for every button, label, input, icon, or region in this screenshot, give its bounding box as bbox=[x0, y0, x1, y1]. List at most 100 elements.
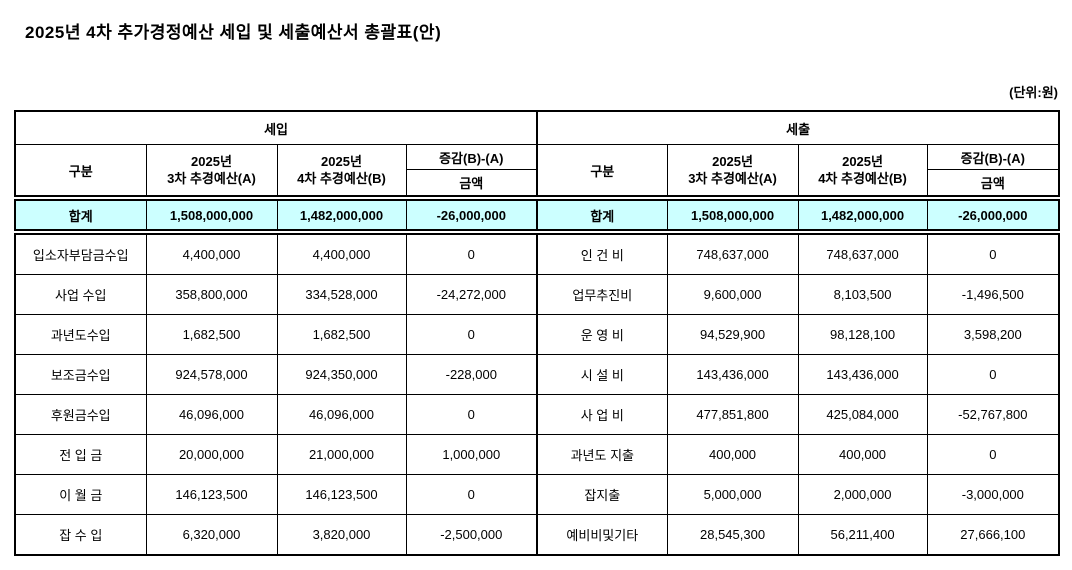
rev-row-b: 21,000,000 bbox=[276, 434, 407, 475]
exp-row-label: 운 영 비 bbox=[536, 314, 668, 355]
column-header-row: 구분 2025년 3차 추경예산(A) 2025년 4차 추경예산(B) 증감(… bbox=[14, 144, 1060, 199]
exp-row-label: 과년도 지출 bbox=[536, 434, 668, 475]
exp-row-a: 5,000,000 bbox=[666, 474, 799, 515]
exp-col-header-diff: 증감(B)-(A) bbox=[926, 144, 1060, 170]
rev-row-label: 과년도수입 bbox=[14, 314, 147, 355]
rev-row-a: 358,800,000 bbox=[145, 274, 278, 315]
rev-row-diff: 0 bbox=[405, 474, 538, 515]
rev-row-b: 924,350,000 bbox=[276, 354, 407, 395]
rev-row-diff: 0 bbox=[405, 231, 538, 275]
exp-row-label: 잡지출 bbox=[536, 474, 668, 515]
rev-row-diff: -228,000 bbox=[405, 354, 538, 395]
exp-row-a: 28,545,300 bbox=[666, 514, 799, 556]
exp-budget-b-line1: 2025년 bbox=[842, 154, 883, 169]
exp-row-diff: 0 bbox=[926, 354, 1060, 395]
exp-row-diff: 3,598,200 bbox=[926, 314, 1060, 355]
exp-col-header-budget-a: 2025년 3차 추경예산(A) bbox=[666, 144, 799, 199]
rev-row-label: 사업 수입 bbox=[14, 274, 147, 315]
exp-row-label: 사 업 비 bbox=[536, 394, 668, 435]
rev-total-diff: -26,000,000 bbox=[405, 195, 538, 235]
exp-row-label: 인 건 비 bbox=[536, 231, 668, 275]
exp-row-diff: -52,767,800 bbox=[926, 394, 1060, 435]
rev-row-diff: -24,272,000 bbox=[405, 274, 538, 315]
rev-col-header-diff: 증감(B)-(A) bbox=[405, 144, 538, 170]
rev-row-a: 1,682,500 bbox=[145, 314, 278, 355]
rev-row-a: 20,000,000 bbox=[145, 434, 278, 475]
exp-row-diff: 0 bbox=[926, 434, 1060, 475]
page-title: 2025년 4차 추가경정예산 세입 및 세출예산서 총괄표(안) bbox=[25, 23, 442, 42]
exp-row-diff: -1,496,500 bbox=[926, 274, 1060, 315]
rev-row-a: 46,096,000 bbox=[145, 394, 278, 435]
exp-row-a: 400,000 bbox=[666, 434, 799, 475]
exp-row-b: 98,128,100 bbox=[797, 314, 928, 355]
exp-total-diff: -26,000,000 bbox=[926, 195, 1060, 235]
table-row: 과년도수입 1,682,500 1,682,500 0 운 영 비 94,529… bbox=[14, 314, 1060, 355]
budget-summary-table: 세입 세출 구분 2025년 3차 추경예산(A) 2025년 4차 추경예산(… bbox=[14, 110, 1061, 556]
exp-row-b: 143,436,000 bbox=[797, 354, 928, 395]
exp-budget-a-line2: 3차 추경예산(A) bbox=[688, 171, 777, 186]
section-header-revenue: 세입 bbox=[14, 110, 538, 145]
exp-total-b: 1,482,000,000 bbox=[797, 195, 928, 235]
rev-row-b: 4,400,000 bbox=[276, 231, 407, 275]
rev-row-diff: 0 bbox=[405, 314, 538, 355]
table-row: 입소자부담금수입 4,400,000 4,400,000 0 인 건 비 748… bbox=[14, 231, 1060, 275]
rev-budget-a-line2: 3차 추경예산(A) bbox=[167, 171, 256, 186]
rev-col-header-amount: 금액 bbox=[405, 169, 538, 199]
exp-budget-a-line1: 2025년 bbox=[712, 154, 753, 169]
rev-col-header-budget-a: 2025년 3차 추경예산(A) bbox=[145, 144, 278, 199]
rev-budget-b-line1: 2025년 bbox=[321, 154, 362, 169]
exp-row-b: 425,084,000 bbox=[797, 394, 928, 435]
exp-budget-b-line2: 4차 추경예산(B) bbox=[818, 171, 907, 186]
rev-budget-a-line1: 2025년 bbox=[191, 154, 232, 169]
exp-row-b: 748,637,000 bbox=[797, 231, 928, 275]
rev-row-diff: 0 bbox=[405, 394, 538, 435]
rev-col-header-category: 구분 bbox=[14, 144, 147, 199]
exp-row-diff: -3,000,000 bbox=[926, 474, 1060, 515]
rev-row-a: 6,320,000 bbox=[145, 514, 278, 556]
unit-label: (단위:원) bbox=[1009, 85, 1058, 100]
exp-row-label: 시 설 비 bbox=[536, 354, 668, 395]
rev-row-b: 146,123,500 bbox=[276, 474, 407, 515]
table-row: 잡 수 입 6,320,000 3,820,000 -2,500,000 예비비… bbox=[14, 514, 1060, 556]
exp-row-label: 예비비및기타 bbox=[536, 514, 668, 556]
rev-row-diff: -2,500,000 bbox=[405, 514, 538, 556]
exp-total-label: 합계 bbox=[536, 195, 668, 235]
table-row: 보조금수입 924,578,000 924,350,000 -228,000 시… bbox=[14, 354, 1060, 395]
rev-row-label: 후원금수입 bbox=[14, 394, 147, 435]
rev-row-a: 4,400,000 bbox=[145, 231, 278, 275]
rev-budget-b-line2: 4차 추경예산(B) bbox=[297, 171, 386, 186]
exp-col-header-category: 구분 bbox=[536, 144, 668, 199]
exp-row-a: 94,529,900 bbox=[666, 314, 799, 355]
exp-row-a: 748,637,000 bbox=[666, 231, 799, 275]
exp-row-label: 업무추진비 bbox=[536, 274, 668, 315]
section-title-row: 세입 세출 bbox=[14, 110, 1060, 145]
exp-row-b: 400,000 bbox=[797, 434, 928, 475]
exp-row-diff: 27,666,100 bbox=[926, 514, 1060, 556]
rev-row-b: 334,528,000 bbox=[276, 274, 407, 315]
rev-col-header-budget-b: 2025년 4차 추경예산(B) bbox=[276, 144, 407, 199]
exp-col-header-amount: 금액 bbox=[926, 169, 1060, 199]
exp-row-diff: 0 bbox=[926, 231, 1060, 275]
exp-row-b: 2,000,000 bbox=[797, 474, 928, 515]
rev-row-label: 전 입 금 bbox=[14, 434, 147, 475]
rev-row-label: 입소자부담금수입 bbox=[14, 231, 147, 275]
section-header-expenditure: 세출 bbox=[536, 110, 1060, 145]
rev-row-label: 이 월 금 bbox=[14, 474, 147, 515]
exp-row-a: 477,851,800 bbox=[666, 394, 799, 435]
table-row: 사업 수입 358,800,000 334,528,000 -24,272,00… bbox=[14, 274, 1060, 315]
rev-total-a: 1,508,000,000 bbox=[145, 195, 278, 235]
exp-row-b: 56,211,400 bbox=[797, 514, 928, 556]
exp-row-a: 9,600,000 bbox=[666, 274, 799, 315]
rev-total-label: 합계 bbox=[14, 195, 147, 235]
rev-row-b: 46,096,000 bbox=[276, 394, 407, 435]
rev-row-label: 잡 수 입 bbox=[14, 514, 147, 556]
rev-row-b: 3,820,000 bbox=[276, 514, 407, 556]
rev-row-b: 1,682,500 bbox=[276, 314, 407, 355]
rev-row-label: 보조금수입 bbox=[14, 354, 147, 395]
rev-row-a: 924,578,000 bbox=[145, 354, 278, 395]
exp-col-header-budget-b: 2025년 4차 추경예산(B) bbox=[797, 144, 928, 199]
table-row: 이 월 금 146,123,500 146,123,500 0 잡지출 5,00… bbox=[14, 474, 1060, 515]
total-row: 합계 1,508,000,000 1,482,000,000 -26,000,0… bbox=[14, 195, 1060, 235]
column-subheader-row: 금액 금액 bbox=[15, 169, 1060, 199]
